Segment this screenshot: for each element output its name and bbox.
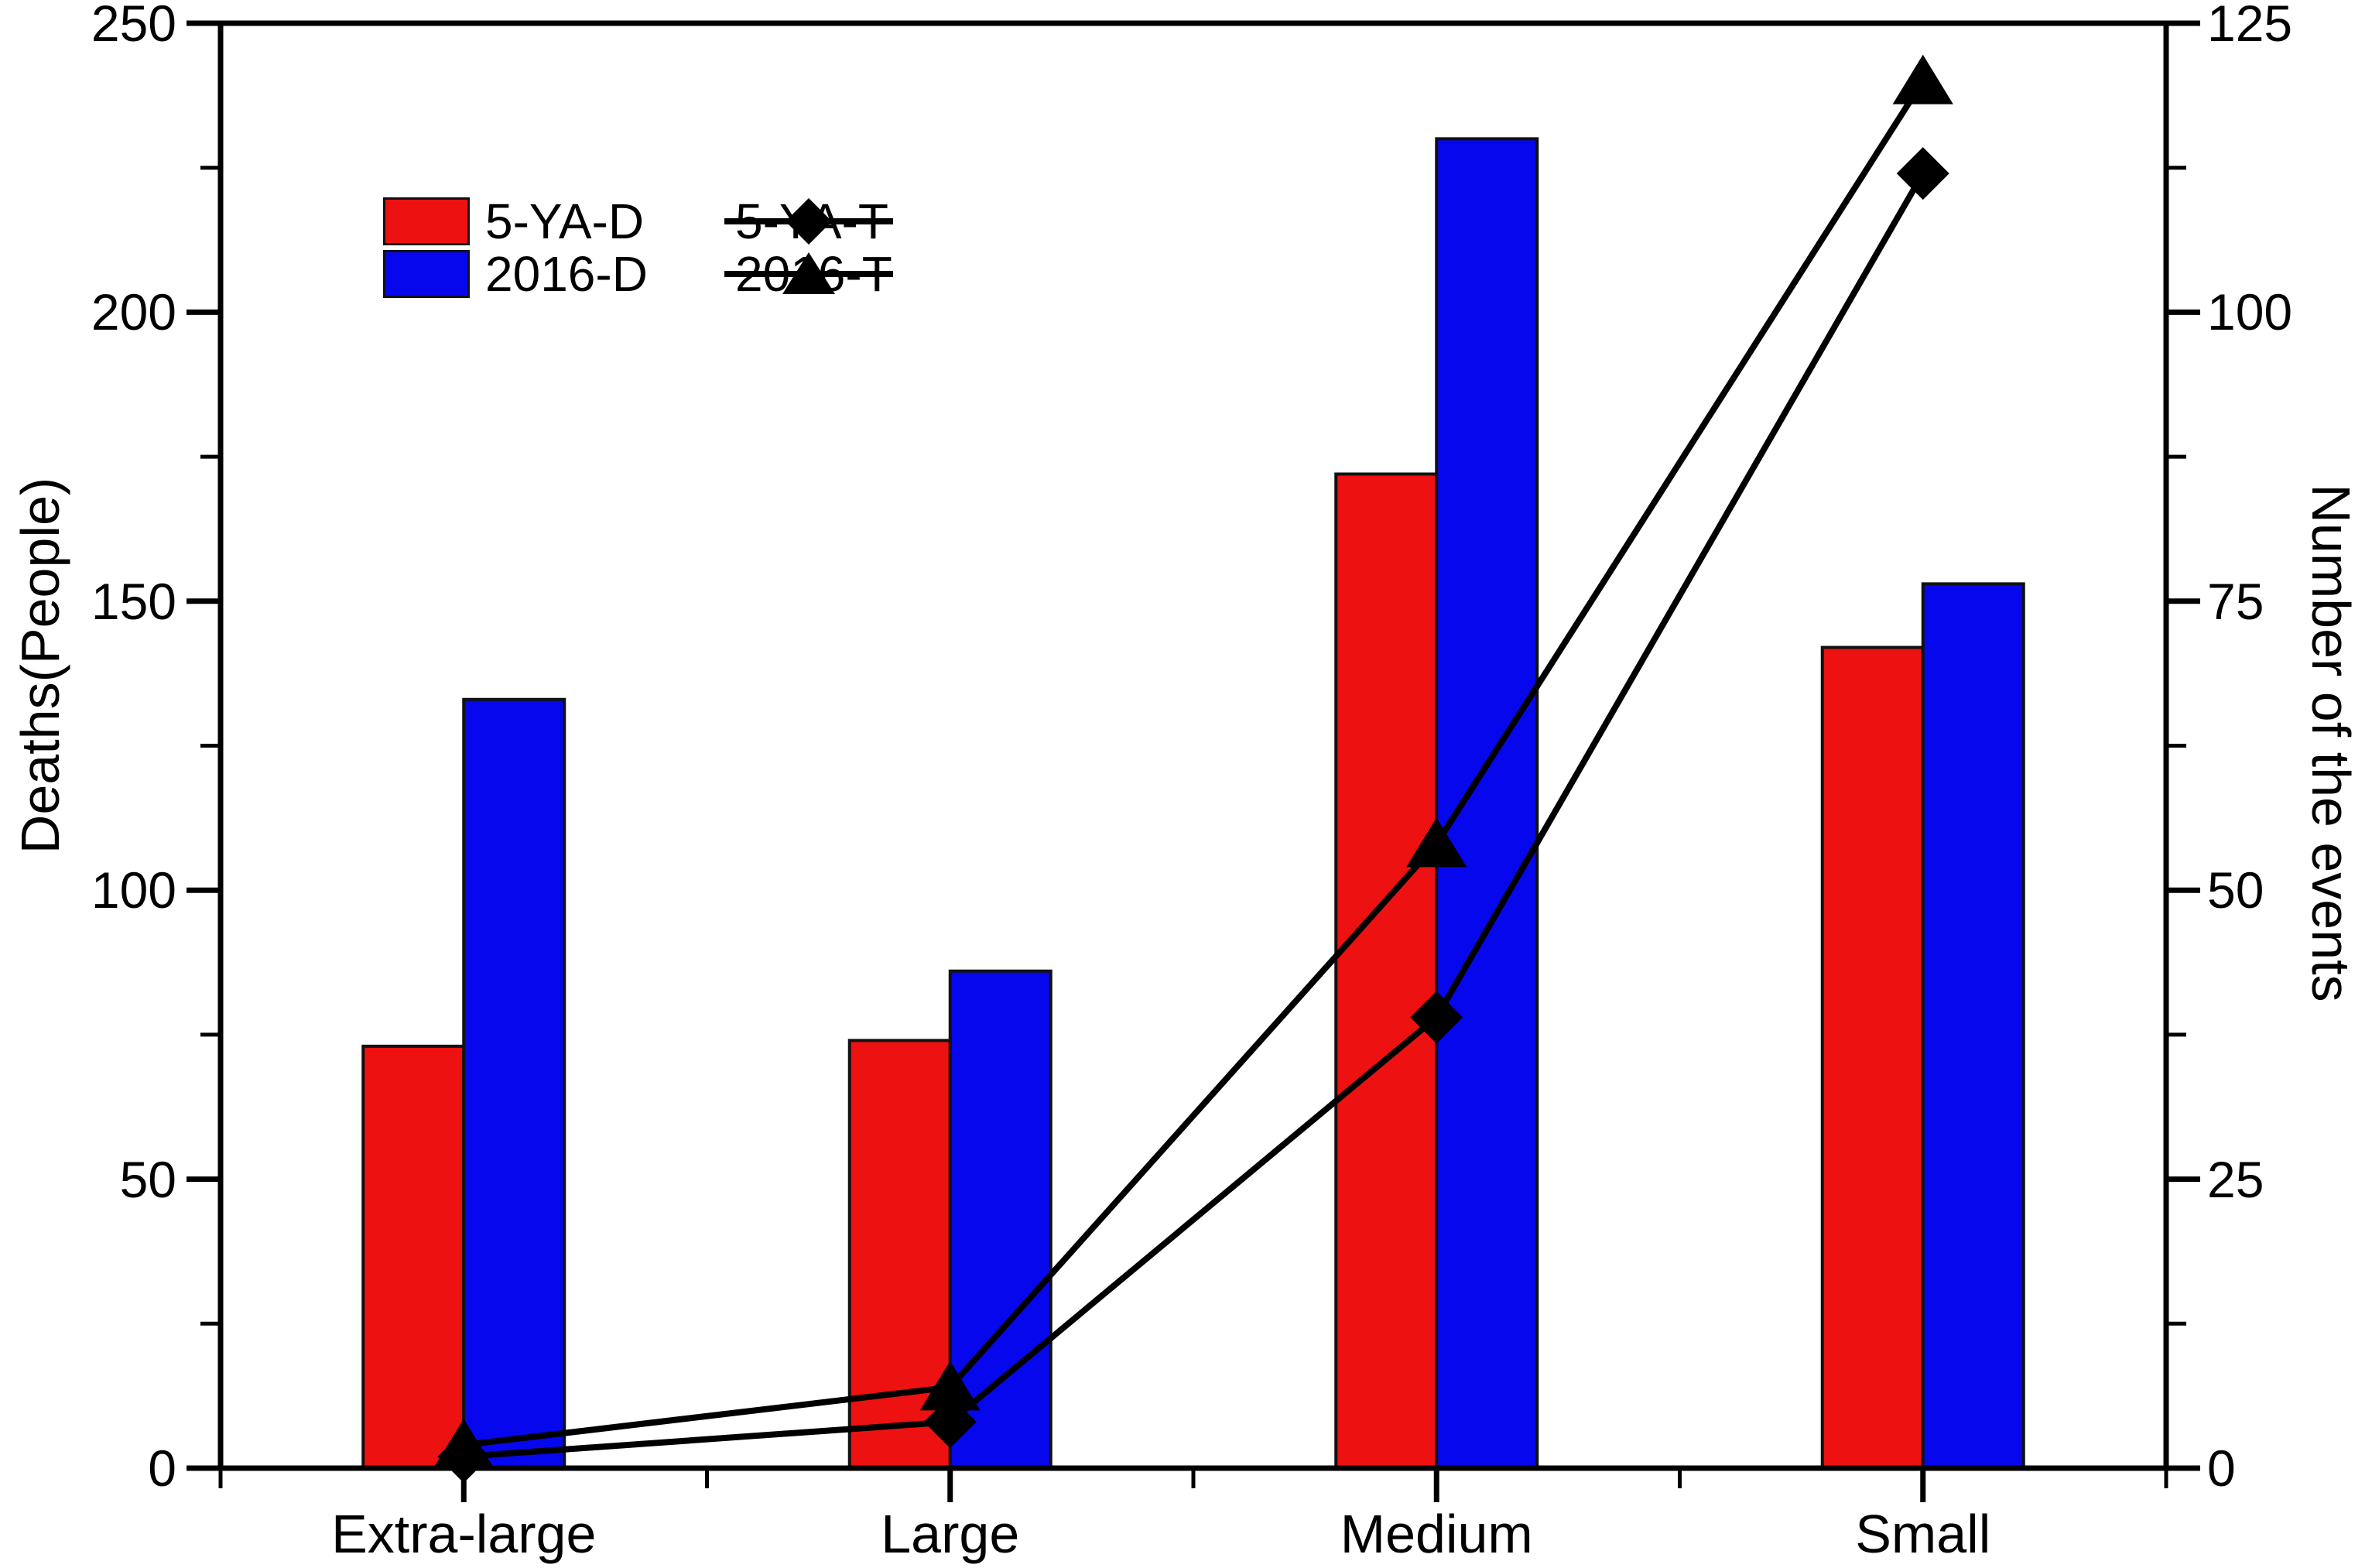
legend-blue-swatch [383,250,470,298]
bar-5ya-d [361,1044,466,1470]
left-axis-tick-label: 200 [91,283,176,341]
bar-2016-d [948,969,1053,1470]
diamond-marker-5-ya-t [1410,991,1463,1044]
x-axis-category-label: Small [1855,1504,1991,1564]
bar-5ya-d [1334,472,1439,1470]
x-axis-category-label: Extra-large [331,1504,597,1564]
legend-entry-2016-d: 2016-D [383,248,648,300]
legend-entry-5ya-d: 5-YA-D [383,195,644,248]
right-axis-tick-label: 75 [2207,572,2264,630]
legend-entry-2016-t: 2016-T [720,248,893,300]
left-axis-title: Deaths(People) [10,477,70,854]
line-2016-t [463,79,1926,1449]
legend-red-swatch [383,197,470,245]
right-axis-tick-label: 125 [2207,0,2293,52]
diamond-marker-5-ya-t [1896,147,1949,200]
triangle-marker-2016-t [1892,54,1953,104]
bar-5ya-d [1820,645,1925,1470]
left-axis-tick-label: 250 [91,0,176,52]
triangle-marker-2016-t [433,1419,495,1469]
left-axis-tick-label: 100 [91,861,176,919]
legend-label: 2016-D [485,246,648,302]
bar-2016-d [1921,582,2025,1470]
right-axis-tick-label: 50 [2207,861,2264,919]
left-axis-tick-label: 150 [91,572,176,630]
left-axis-tick-label: 50 [119,1150,176,1208]
line-5-ya-t [463,172,1926,1460]
x-axis-category-label: Medium [1340,1504,1533,1564]
left-axis-tick-label: 0 [148,1440,176,1497]
legend-label: 5-YA-D [485,193,645,249]
right-axis-tick-label: 25 [2207,1150,2264,1208]
legend-entry-5ya-t: 5-YA-T [720,195,893,248]
x-axis-category-label: Large [881,1504,1020,1564]
bar-2016-d [462,697,566,1470]
right-axis-tick-label: 100 [2207,283,2293,341]
bar-2016-d [1435,137,1539,1470]
legend-diamond-line-symbol [724,198,893,245]
triangle-marker-2016-t [1406,817,1467,868]
right-axis-title: Number of the events [2301,484,2361,1002]
legend-triangle-line-symbol [724,252,893,294]
triangle-marker-2016-t [919,1361,981,1411]
right-axis-tick-label: 0 [2207,1440,2236,1497]
